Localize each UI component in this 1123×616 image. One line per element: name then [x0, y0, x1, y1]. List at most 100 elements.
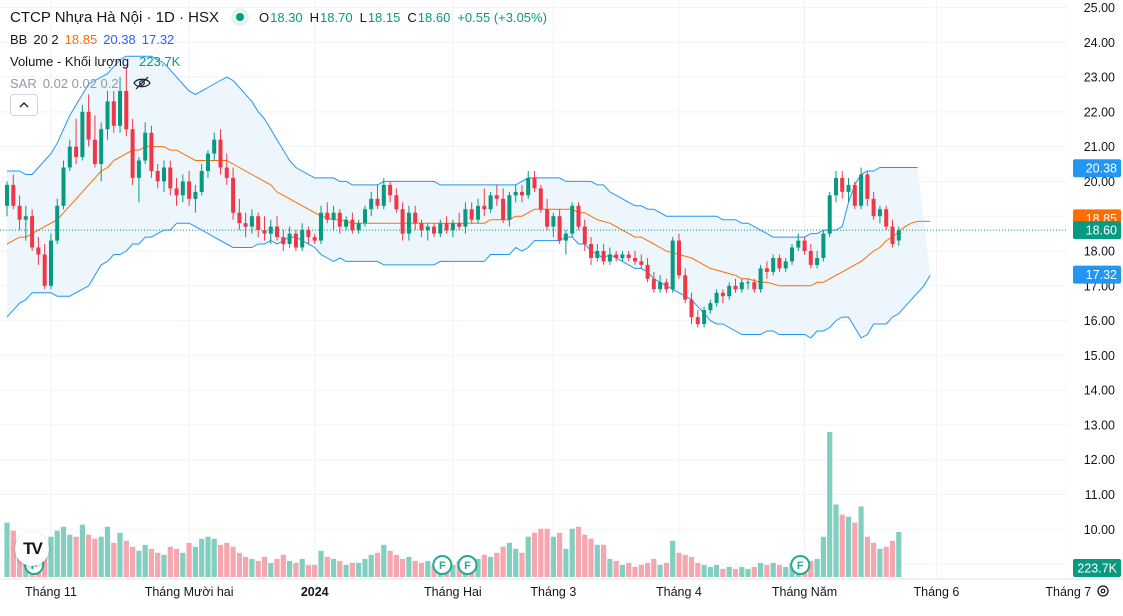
volume-bar: [745, 568, 751, 577]
candle: [677, 233, 681, 279]
candle-body: [124, 91, 129, 130]
candle-body: [413, 212, 418, 224]
volume-bar: [387, 550, 393, 577]
volume-bar: [305, 564, 311, 577]
candle: [626, 251, 631, 262]
sar-params: 0.02 0.02 0.2: [42, 75, 119, 91]
candle: [199, 164, 204, 196]
candle: [488, 191, 493, 213]
candle: [607, 247, 612, 265]
candle: [337, 209, 342, 234]
candle: [563, 230, 568, 255]
candle: [821, 230, 826, 262]
volume-bar: [155, 552, 161, 577]
chevron-up-icon: [19, 102, 29, 108]
last-price-badge-bg: [1073, 221, 1121, 240]
candle-body: [764, 268, 769, 272]
candle: [432, 223, 436, 238]
marker-circle: [457, 555, 478, 575]
candle-body: [494, 195, 499, 199]
candle: [325, 202, 330, 224]
candle-body: [714, 292, 719, 304]
candle-body: [501, 198, 506, 220]
candle-body: [664, 282, 669, 290]
time-tick-label: Tháng 4: [656, 585, 702, 599]
candle: [187, 171, 192, 206]
market-status-icon[interactable]: [230, 8, 249, 26]
candle-body: [425, 226, 430, 231]
volume-bar: [808, 560, 814, 577]
marker-label: F: [439, 560, 446, 572]
volume-bar: [814, 558, 820, 577]
candle: [645, 258, 650, 283]
volume-bar: [167, 546, 173, 577]
candle: [306, 226, 311, 244]
candle: [614, 251, 619, 262]
earnings-marker[interactable]: F: [790, 555, 811, 575]
earnings-marker[interactable]: F: [457, 555, 478, 575]
volume-bar: [663, 562, 669, 577]
candle: [124, 66, 129, 137]
volume-bar: [569, 528, 575, 577]
volume-bar: [563, 548, 569, 577]
volume-bar: [575, 526, 582, 577]
symbol-row: CTCP Nhựa Hà Nội · 1D · HSX O 18.30 H 18.7…: [10, 6, 554, 28]
volume-badge: 223.7K: [1073, 559, 1121, 577]
candle-body: [111, 101, 116, 126]
candle: [444, 216, 449, 234]
symbol-title[interactable]: CTCP Nhựa Hà Nội · 1D · HSX: [10, 8, 219, 26]
volume-bar: [92, 538, 98, 577]
candle: [136, 157, 141, 203]
price-axis[interactable]: 25.0024.0023.0022.0021.0020.0019.0018.00…: [1068, 0, 1123, 611]
collapse-legend-button[interactable]: [10, 94, 38, 116]
candle-body: [149, 132, 154, 171]
candle: [695, 310, 700, 328]
candle-body: [36, 247, 41, 255]
sar-indicator-row[interactable]: SAR 0.02 0.02 0.2: [10, 72, 554, 94]
candle-body: [702, 310, 707, 324]
candle: [130, 118, 135, 185]
candle: [601, 244, 606, 265]
volume-bar: [42, 544, 48, 577]
earnings-marker[interactable]: F: [432, 555, 453, 575]
candle: [494, 184, 499, 206]
volume-bar: [758, 562, 764, 577]
volume-bar: [299, 558, 305, 577]
candle-body: [720, 292, 725, 297]
tradingview-logo[interactable]: TV: [15, 532, 49, 566]
candle-body: [840, 177, 845, 192]
candle-body: [199, 171, 204, 192]
candle: [55, 198, 60, 244]
candle: [545, 198, 550, 231]
candle-body: [74, 146, 79, 157]
volume-bars: [4, 432, 902, 578]
volume-bar: [770, 562, 776, 577]
bb-lower-badge-text: 17.32: [1086, 268, 1117, 282]
gear-icon[interactable]: [1097, 585, 1109, 597]
candle: [218, 129, 223, 175]
volume-indicator-row[interactable]: Volume - Khối lượng 223.7K: [10, 50, 554, 72]
volume-bar: [764, 564, 770, 577]
candle-body: [193, 191, 198, 199]
candle: [413, 205, 418, 231]
volume-bar: [601, 544, 607, 577]
candle: [5, 181, 9, 217]
candle-body: [777, 258, 782, 269]
bb-indicator-row[interactable]: BB 20 2 18.85 20.38 17.32: [10, 28, 554, 50]
volume-bar: [833, 504, 839, 577]
candle: [633, 251, 637, 265]
candle-body: [174, 188, 179, 196]
volume-bar: [751, 566, 757, 577]
volume-bar: [287, 560, 293, 577]
candle-body: [601, 251, 606, 262]
candle: [237, 198, 242, 231]
volume-bar: [720, 568, 726, 577]
time-axis[interactable]: Tháng 11 Tháng Mười hai 2024 Tháng Hai Tháng…: [0, 578, 1123, 599]
candle-body: [846, 184, 851, 192]
price-tick-label: 10.00: [1084, 523, 1115, 537]
time-tick-label: Tháng 3: [530, 585, 576, 599]
eye-hidden-icon[interactable]: [132, 76, 151, 90]
candle-body: [488, 195, 493, 210]
